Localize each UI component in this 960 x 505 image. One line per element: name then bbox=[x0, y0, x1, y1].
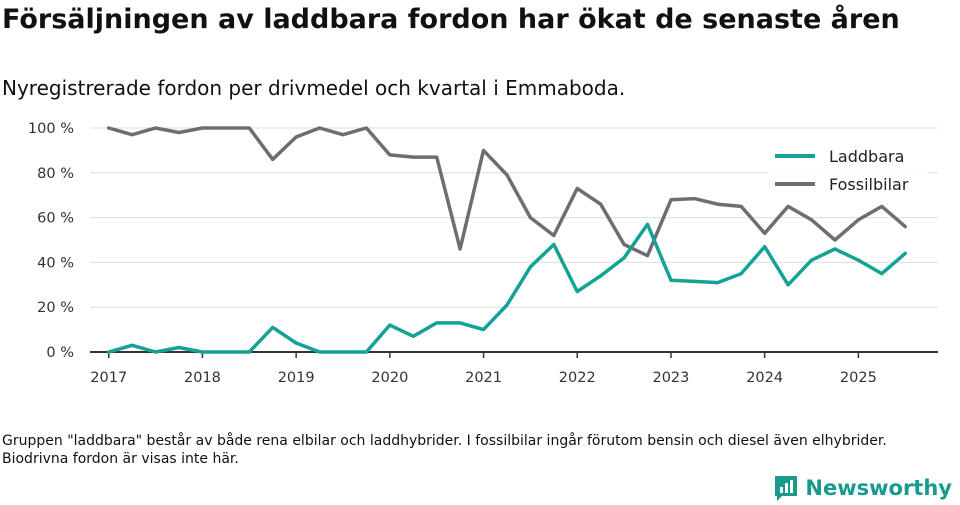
legend-box bbox=[768, 140, 928, 200]
series-line-laddbara bbox=[106, 222, 907, 354]
x-tick-label: 2022 bbox=[559, 370, 596, 386]
line-chart: 0 % 20 % 40 % 60 % 80 % 100 % 2017 2018 2019 202… bbox=[28, 121, 938, 386]
x-tick-label: 2018 bbox=[184, 370, 221, 386]
series-lines bbox=[106, 126, 907, 354]
x-tick-label: 2021 bbox=[465, 370, 502, 386]
brand-logo: Newsworthy bbox=[773, 474, 952, 502]
legend-label-fossilbilar: Fossilbilar bbox=[829, 175, 909, 194]
footnote: Gruppen "laddbara" består av både rena e… bbox=[2, 433, 887, 467]
x-tick-label: 2017 bbox=[90, 370, 127, 386]
y-tick-label: 20 % bbox=[37, 300, 74, 316]
x-tick-label: 2019 bbox=[278, 370, 315, 386]
newsworthy-logo-icon bbox=[775, 476, 798, 501]
y-tick-label: 80 % bbox=[37, 166, 74, 182]
brand-name: Newsworthy bbox=[805, 476, 952, 500]
chart-subtitle: Nyregistrerade fordon per drivmedel och … bbox=[2, 76, 626, 100]
y-axis: 0 % 20 % 40 % 60 % 80 % 100 % bbox=[28, 121, 74, 361]
y-tick-label: 100 % bbox=[28, 121, 74, 137]
x-tick-label: 2024 bbox=[746, 370, 783, 386]
x-axis: 2017 2018 2019 2020 2021 2022 2023 2024 2025 bbox=[90, 351, 938, 386]
series-line-fossilbilar bbox=[106, 126, 907, 258]
y-tick-label: 40 % bbox=[37, 255, 74, 271]
legend-label-laddbara: Laddbara bbox=[829, 147, 904, 166]
y-tick-label: 0 % bbox=[46, 345, 74, 361]
x-tick-label: 2023 bbox=[652, 370, 689, 386]
x-tick-label: 2020 bbox=[371, 370, 408, 386]
legend: Laddbara Fossilbilar bbox=[768, 140, 928, 200]
chart-title: Försäljningen av laddbara fordon har öka… bbox=[2, 4, 900, 35]
x-tick-label: 2025 bbox=[840, 370, 877, 386]
y-tick-label: 60 % bbox=[37, 211, 74, 227]
